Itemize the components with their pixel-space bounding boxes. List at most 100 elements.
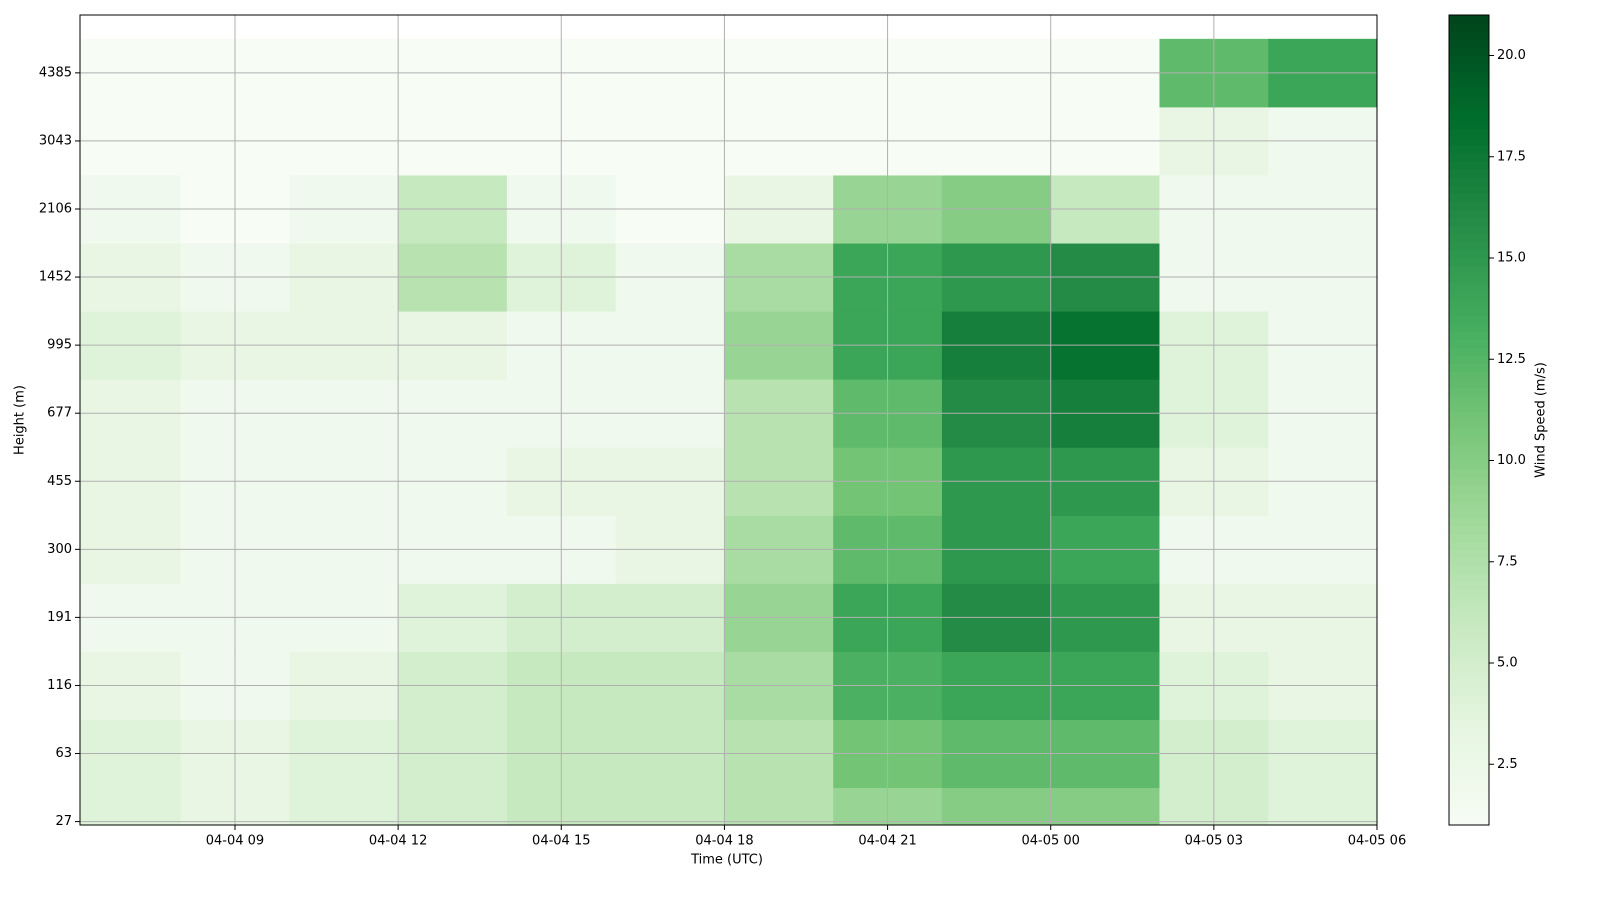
x-tick-label: 04-04 18 — [695, 834, 753, 849]
x-tick-label: 04-04 21 — [858, 834, 916, 849]
heatmap-cell — [941, 787, 1052, 825]
colorbar-slice — [1449, 306, 1489, 316]
colorbar-slice — [1449, 290, 1489, 300]
colorbar-slice — [1449, 654, 1489, 664]
colorbar-slice — [1449, 395, 1489, 405]
colorbar-slice — [1449, 752, 1489, 761]
colorbar-slice — [1449, 784, 1489, 794]
colorbar-slice — [1449, 136, 1489, 146]
x-tick-label: 04-04 15 — [532, 834, 590, 849]
colorbar-slice — [1449, 128, 1489, 138]
colorbar-slice — [1449, 71, 1489, 81]
x-axis-label: Time (UTC) — [690, 853, 763, 868]
colorbar-slice — [1449, 646, 1489, 656]
colorbar-tick-label: 7.5 — [1497, 554, 1518, 569]
colorbar-slice — [1449, 533, 1489, 543]
colorbar-slice — [1449, 565, 1489, 575]
colorbar-slice — [1449, 23, 1489, 32]
axes: 04-04 09 04-04 12 04-04 15 04-04 18 04-04 21… — [39, 14, 1526, 849]
colorbar-slice — [1449, 322, 1489, 332]
x-tick-label: 04-04 09 — [206, 834, 264, 849]
colorbar-slice — [1449, 549, 1489, 559]
colorbar-slice — [1449, 703, 1489, 713]
colorbar-slice — [1449, 760, 1489, 769]
colorbar-slice — [1449, 452, 1489, 462]
colorbar-tick-label: 15.0 — [1497, 251, 1526, 266]
colorbar-slice — [1449, 379, 1489, 389]
colorbar-slice — [1449, 225, 1489, 235]
colorbar-slice — [1449, 622, 1489, 632]
y-tick-label: 2106 — [39, 201, 72, 216]
colorbar-slice — [1449, 249, 1489, 259]
colorbar-slice — [1449, 266, 1489, 275]
y-tick-label: 4385 — [39, 65, 72, 80]
y-tick-label: 3043 — [39, 133, 72, 148]
colorbar-slice — [1449, 590, 1489, 599]
colorbar-tick-label: 20.0 — [1497, 48, 1526, 63]
y-tick-label: 27 — [55, 814, 72, 829]
colorbar-slice — [1449, 630, 1489, 640]
colorbar-slice — [1449, 792, 1489, 802]
colorbar-slice — [1449, 614, 1489, 624]
colorbar-slice — [1449, 403, 1489, 413]
colorbar-slice — [1449, 168, 1489, 178]
y-tick-label: 300 — [47, 542, 72, 557]
colorbar-slice — [1449, 800, 1489, 810]
colorbar-tick-label: 12.5 — [1497, 352, 1526, 367]
colorbar-slice — [1449, 768, 1489, 777]
colorbar-slice — [1449, 217, 1489, 227]
colorbar-slice — [1449, 55, 1489, 65]
heatmap-cell — [398, 787, 508, 825]
colorbar-slice — [1449, 492, 1489, 502]
colorbar-slice — [1449, 606, 1489, 615]
colorbar-slice — [1449, 411, 1489, 421]
colorbar-slice — [1449, 517, 1489, 526]
colorbar-slice — [1449, 501, 1489, 510]
colorbar-slice — [1449, 177, 1489, 186]
colorbar-slice — [1449, 484, 1489, 494]
colorbar-slice — [1449, 209, 1489, 219]
heatmap-cell — [80, 787, 182, 825]
colorbar-slice — [1449, 241, 1489, 251]
colorbar-slice — [1449, 96, 1489, 105]
colorbar-tick-label: 5.0 — [1497, 656, 1518, 671]
colorbar-tick-label: 2.5 — [1497, 757, 1518, 772]
y-tick-label: 995 — [47, 338, 72, 353]
heatmap-cell — [1050, 787, 1160, 825]
colorbar-slice — [1449, 719, 1489, 729]
colorbar-slice — [1449, 63, 1489, 73]
colorbar-slice — [1449, 298, 1489, 308]
y-tick-label: 191 — [47, 610, 72, 625]
y-tick-label: 63 — [55, 746, 72, 761]
colorbar-slice — [1449, 193, 1489, 202]
y-tick-label: 677 — [47, 406, 72, 421]
x-tick-label: 04-04 12 — [369, 834, 427, 849]
colorbar-slice — [1449, 282, 1489, 291]
colorbar-frame — [1448, 14, 1490, 826]
colorbar-label: Wind Speed (m/s) — [1534, 362, 1549, 478]
colorbar-slice — [1449, 671, 1489, 680]
colorbar-slice — [1449, 744, 1489, 753]
colorbar-slice — [1449, 347, 1489, 356]
colorbar-slice — [1449, 201, 1489, 210]
colorbar-slice — [1449, 185, 1489, 194]
colorbar-slice — [1449, 233, 1489, 243]
colorbar-slice — [1449, 541, 1489, 551]
colorbar-slice — [1449, 363, 1489, 372]
heatmap-cell — [615, 787, 725, 825]
x-tick-label: 04-05 06 — [1348, 834, 1406, 849]
colorbar-slice — [1449, 735, 1489, 745]
colorbar-slice — [1449, 468, 1489, 478]
colorbar-slice — [1449, 816, 1489, 826]
y-tick-label: 116 — [47, 678, 72, 693]
colorbar-slice — [1449, 509, 1489, 518]
colorbar-slice — [1449, 420, 1489, 429]
colorbar-slice — [1449, 638, 1489, 648]
colorbar-slice — [1449, 39, 1489, 48]
colorbar-slice — [1449, 371, 1489, 381]
colorbar-slice — [1449, 87, 1489, 97]
colorbar-slice — [1449, 387, 1489, 397]
colorbar-slice — [1449, 557, 1489, 567]
y-tick-label: 455 — [47, 474, 72, 489]
colorbar-slice — [1449, 258, 1489, 267]
